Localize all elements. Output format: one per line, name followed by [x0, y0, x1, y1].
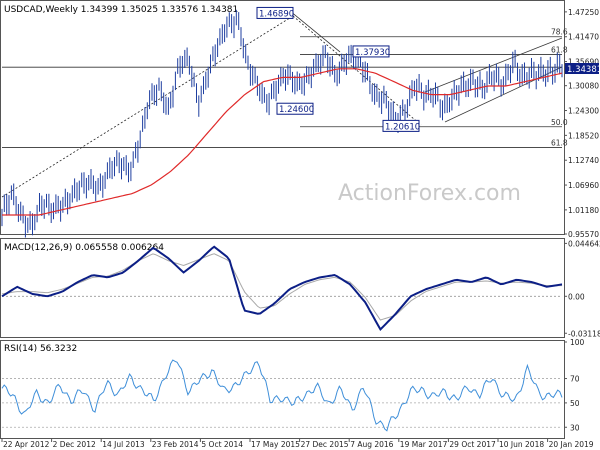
rsi-guide-lines	[2, 378, 562, 428]
x-tick-label: 7 Aug 2016	[350, 440, 393, 449]
rsi-y-tick-label: 50	[570, 399, 580, 408]
price-panel-frame	[0, 0, 565, 235]
macd-signal-line	[1, 253, 562, 321]
macd-y-axis: 0.044642 0.00 -0.031183	[564, 239, 600, 338]
rsi-line	[1, 359, 563, 432]
price-trendlines	[1, 15, 563, 198]
current-price-label: 1.34381	[567, 65, 600, 75]
price-y-tick-label: 1.30080	[568, 82, 599, 91]
price-y-tick-label: 1.01180	[568, 206, 599, 215]
price-y-tick-label: 1.06960	[568, 181, 599, 190]
price-y-tick-label: 0.95570	[568, 230, 599, 239]
price-level-box	[256, 6, 294, 19]
price-level-box	[276, 102, 314, 115]
retracement-line	[292, 13, 341, 53]
price-level-box	[382, 119, 420, 132]
moving-average-line	[2, 68, 563, 216]
x-tick-label: 29 Oct 2017	[449, 440, 496, 449]
x-tick-label: 5 Oct 2014	[201, 440, 243, 449]
macd-panel-header: MACD(12,26,9) 0.065558 0.006264	[4, 243, 164, 253]
x-tick-label: 2 Dec 2012	[53, 440, 96, 449]
rsi-panel-frame	[0, 340, 565, 439]
rsi-y-tick-label: 100	[570, 338, 585, 347]
current-price-box	[565, 63, 599, 74]
long-term-dotted-trendline	[1, 15, 294, 198]
macd-panel-frame	[0, 238, 565, 338]
channel-lower-line	[444, 66, 563, 123]
price-y-tick-label: 1.12740	[568, 156, 599, 165]
macd-y-tick-label: 0.00	[568, 292, 585, 301]
macd-y-tick-label: 0.044642	[568, 239, 600, 248]
macd-y-tick-label: -0.031183	[568, 329, 600, 338]
x-tick-label: 10 Jun 2018	[499, 440, 544, 449]
downtrend-dotted-trendline	[292, 15, 422, 126]
watermark: ActionForex.com	[338, 181, 521, 206]
price-y-axis: 1.47250 1.41470 1.35690 1.30080 1.24300 1.185…	[564, 8, 599, 239]
price-horizontal-levels	[2, 13, 562, 148]
price-level-label: 1.20610	[385, 122, 420, 132]
rsi-panel-header: RSI(14) 56.3232	[4, 344, 77, 354]
price-level-box	[352, 45, 390, 58]
price-level-label: 1.37930	[355, 48, 390, 58]
x-tick-label: 20 Jan 2019	[549, 440, 594, 449]
x-tick-label: 22 Apr 2012	[3, 440, 50, 449]
fibonacci-label: 78.6	[551, 28, 568, 37]
rsi-y-axis: 100 70 50 30	[564, 338, 585, 432]
price-bars	[1, 9, 563, 238]
price-level-label: 1.24600	[279, 105, 314, 115]
macd-line	[1, 245, 563, 332]
price-y-tick-label: 1.18520	[568, 131, 599, 140]
price-y-tick-label: 1.35690	[568, 58, 599, 67]
rsi-y-tick-label: 70	[570, 375, 580, 384]
x-tick-label: 14 Jul 2013	[102, 440, 145, 449]
channel-upper-line	[424, 37, 563, 93]
fibonacci-label: 61.8	[551, 45, 568, 54]
fibonacci-label: 61.8	[551, 139, 568, 148]
price-level-label: 1.46890	[259, 9, 294, 19]
x-tick-label: 27 Dec 2015	[301, 440, 349, 449]
price-y-tick-label: 1.41470	[568, 33, 599, 42]
price-panel-header: USDCAD,Weekly 1.34399 1.35025 1.33576 1.…	[4, 5, 238, 15]
current-price-marker: 1.34381	[565, 63, 600, 75]
price-y-tick-label: 1.47250	[568, 8, 599, 17]
price-y-tick-label: 1.24300	[568, 107, 599, 116]
x-tick-label: 23 Feb 2014	[152, 440, 199, 449]
price-level-labels: 1.46890 1.37930 1.24600 1.20610	[256, 6, 420, 132]
x-axis: 22 Apr 2012 2 Dec 2012 14 Jul 2013 23 Feb 2…	[1, 438, 594, 449]
fibonacci-labels: 78.6 61.8 50.0 61.8	[551, 28, 568, 148]
rsi-y-tick-label: 30	[570, 423, 580, 432]
x-tick-label: 17 May 2015	[251, 440, 300, 449]
fibonacci-label: 50.0	[551, 118, 568, 127]
x-tick-label: 19 Mar 2017	[400, 440, 448, 449]
